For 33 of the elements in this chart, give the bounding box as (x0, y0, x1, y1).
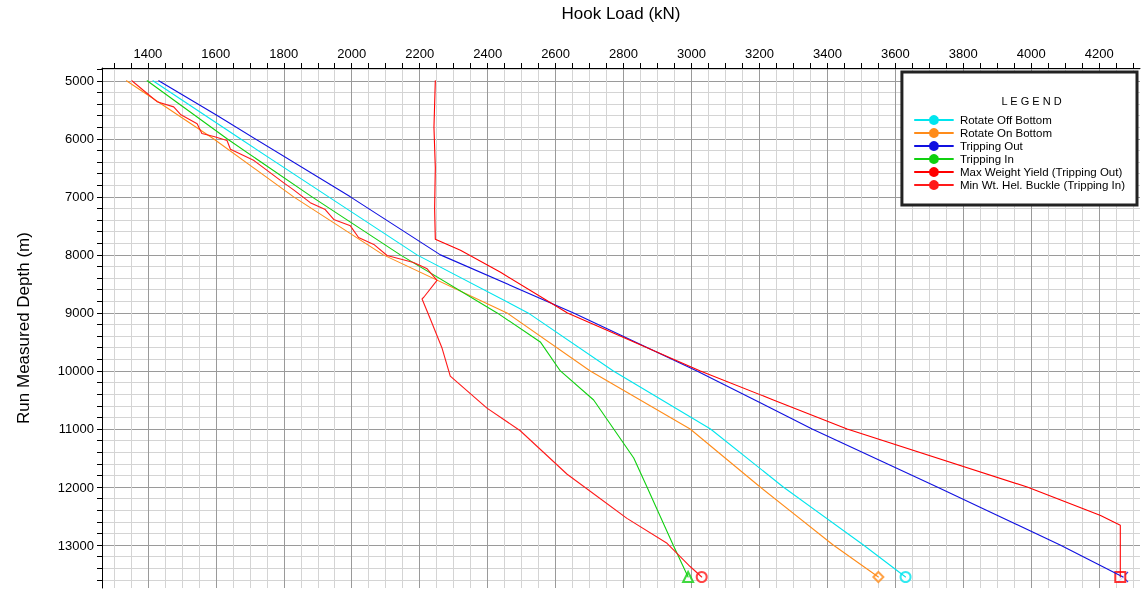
legend-label: Min Wt. Hel. Buckle (Tripping In) (959, 179, 1126, 191)
x-tick-label: 4000 (1016, 46, 1046, 61)
x-tick-label: 2800 (609, 46, 639, 61)
x-tick-label: 2600 (541, 46, 571, 61)
legend-label: Rotate Off Bottom (959, 114, 1052, 126)
y-tick-label: 12000 (57, 479, 94, 495)
x-tick-label: 2400 (473, 46, 503, 61)
x-tick-label: 1800 (269, 46, 299, 61)
legend-label: Rotate On Bottom (959, 127, 1052, 139)
y-axis-title: Run Measured Depth (m) (14, 232, 33, 424)
x-tick-label: 3800 (948, 46, 978, 61)
x-tick-label: 3000 (677, 46, 706, 61)
x-axis-title: Hook Load (kN) (561, 4, 681, 23)
y-tick-label: 10000 (57, 363, 94, 379)
y-tick-label: 5000 (65, 73, 94, 89)
x-tick-label: 3200 (745, 46, 774, 61)
x-tick-label: 3600 (880, 46, 910, 61)
y-tick-label: 9000 (65, 305, 94, 321)
y-tick-label: 13000 (57, 537, 94, 553)
x-tick-label: 2000 (337, 46, 367, 61)
x-tick-label: 3400 (812, 46, 842, 61)
y-tick-label: 8000 (65, 247, 94, 263)
x-tick-label: 2200 (405, 46, 435, 61)
legend-label: Tripping In (959, 153, 1014, 165)
x-tick-label: 1400 (133, 46, 163, 61)
x-tick-label: 1600 (201, 46, 231, 61)
legend-label: Max Weight Yield (Tripping Out) (959, 166, 1123, 178)
x-tick-label: 4200 (1084, 46, 1114, 61)
y-tick-label: 7000 (65, 189, 94, 205)
legend-title: L E G E N D (1001, 94, 1062, 107)
y-tick-label: 6000 (65, 131, 94, 147)
y-tick-label: 11000 (58, 421, 94, 437)
legend-label: Tripping Out (959, 140, 1024, 152)
